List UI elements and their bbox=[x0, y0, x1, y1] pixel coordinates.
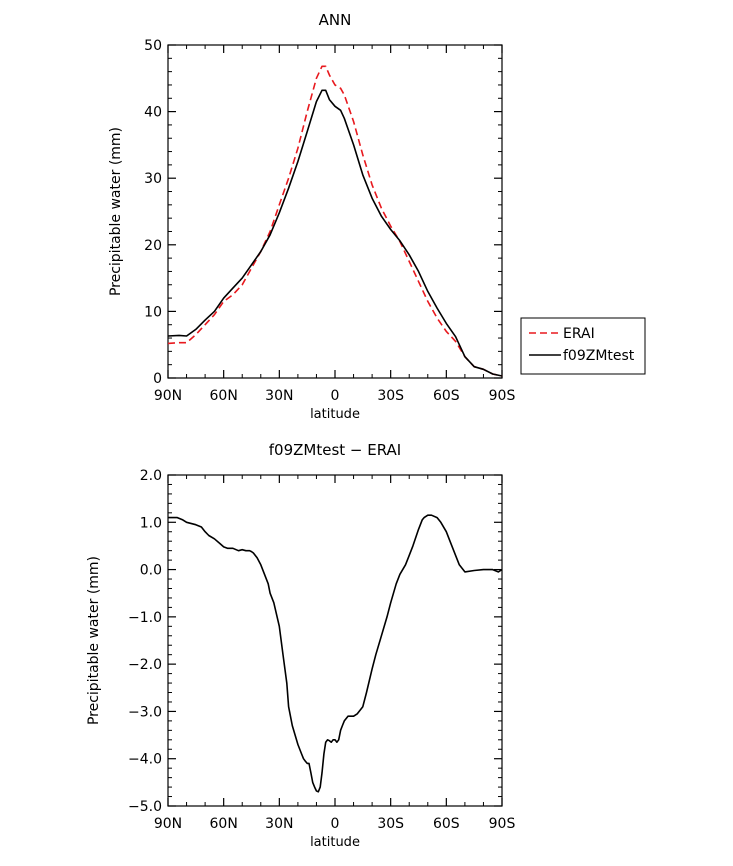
y-tick-label: −4.0 bbox=[128, 752, 162, 768]
chart-title: f09ZMtest − ERAI bbox=[269, 441, 401, 459]
plot-frame bbox=[167, 44, 503, 379]
y-tick-label: 40 bbox=[144, 105, 162, 121]
legend-label: f09ZMtest bbox=[563, 348, 635, 364]
legend-label: ERAI bbox=[563, 326, 595, 342]
plot-frame bbox=[167, 474, 503, 807]
y-tick-label: 10 bbox=[144, 304, 162, 320]
series-line-difference bbox=[168, 514, 503, 793]
x-tick-label: 90S bbox=[489, 388, 516, 404]
x-tick-label: 60N bbox=[210, 388, 238, 404]
x-axis-label: latitude bbox=[310, 835, 360, 850]
chart-title: ANN bbox=[319, 11, 352, 29]
series-line-erai bbox=[167, 65, 503, 377]
y-tick-label: 0.0 bbox=[140, 563, 162, 579]
x-tick-label: 60S bbox=[433, 388, 460, 404]
top-panel: 90N 60N 30N 0 30S 60S 90S 0 10 20 30 40 50 ANN latitud… bbox=[108, 11, 646, 422]
x-tick-label: 30S bbox=[377, 388, 404, 404]
y-tick-label: 20 bbox=[144, 238, 162, 254]
bottom-panel: 90N 60N 30N 0 30S 60S 90S 2.0 1.0 0.0 −1.0 −2.0 −3.0… bbox=[86, 441, 515, 850]
y-tick-label: 50 bbox=[144, 38, 162, 54]
x-tick-label: 90N bbox=[154, 816, 182, 832]
x-tick-label: 60S bbox=[433, 816, 460, 832]
y-tick-label: −1.0 bbox=[128, 610, 162, 626]
x-tick-label: 60N bbox=[210, 816, 238, 832]
y-axis-label: Precipitable water (mm) bbox=[86, 556, 102, 725]
legend-box bbox=[520, 317, 646, 375]
x-tick-label: 0 bbox=[331, 388, 340, 404]
y-tick-label: −3.0 bbox=[128, 704, 162, 720]
x-tick-label: 0 bbox=[331, 816, 340, 832]
x-tick-label: 90N bbox=[154, 388, 182, 404]
y-tick-label: 30 bbox=[144, 171, 162, 187]
y-axis-label: Precipitable water (mm) bbox=[108, 127, 124, 296]
x-tick-label: 90S bbox=[489, 816, 516, 832]
series-line-f09zmtest bbox=[167, 89, 503, 377]
x-tick-label: 30S bbox=[377, 816, 404, 832]
y-tick-label: −5.0 bbox=[128, 799, 162, 815]
y-tick-label: −2.0 bbox=[128, 657, 162, 673]
x-tick-label: 30N bbox=[265, 816, 293, 832]
y-tick-label: 1.0 bbox=[140, 515, 162, 531]
y-tick-label: 0 bbox=[153, 371, 162, 387]
y-tick-label: 2.0 bbox=[140, 468, 162, 484]
x-axis-label: latitude bbox=[310, 407, 360, 422]
x-tick-label: 30N bbox=[265, 388, 293, 404]
